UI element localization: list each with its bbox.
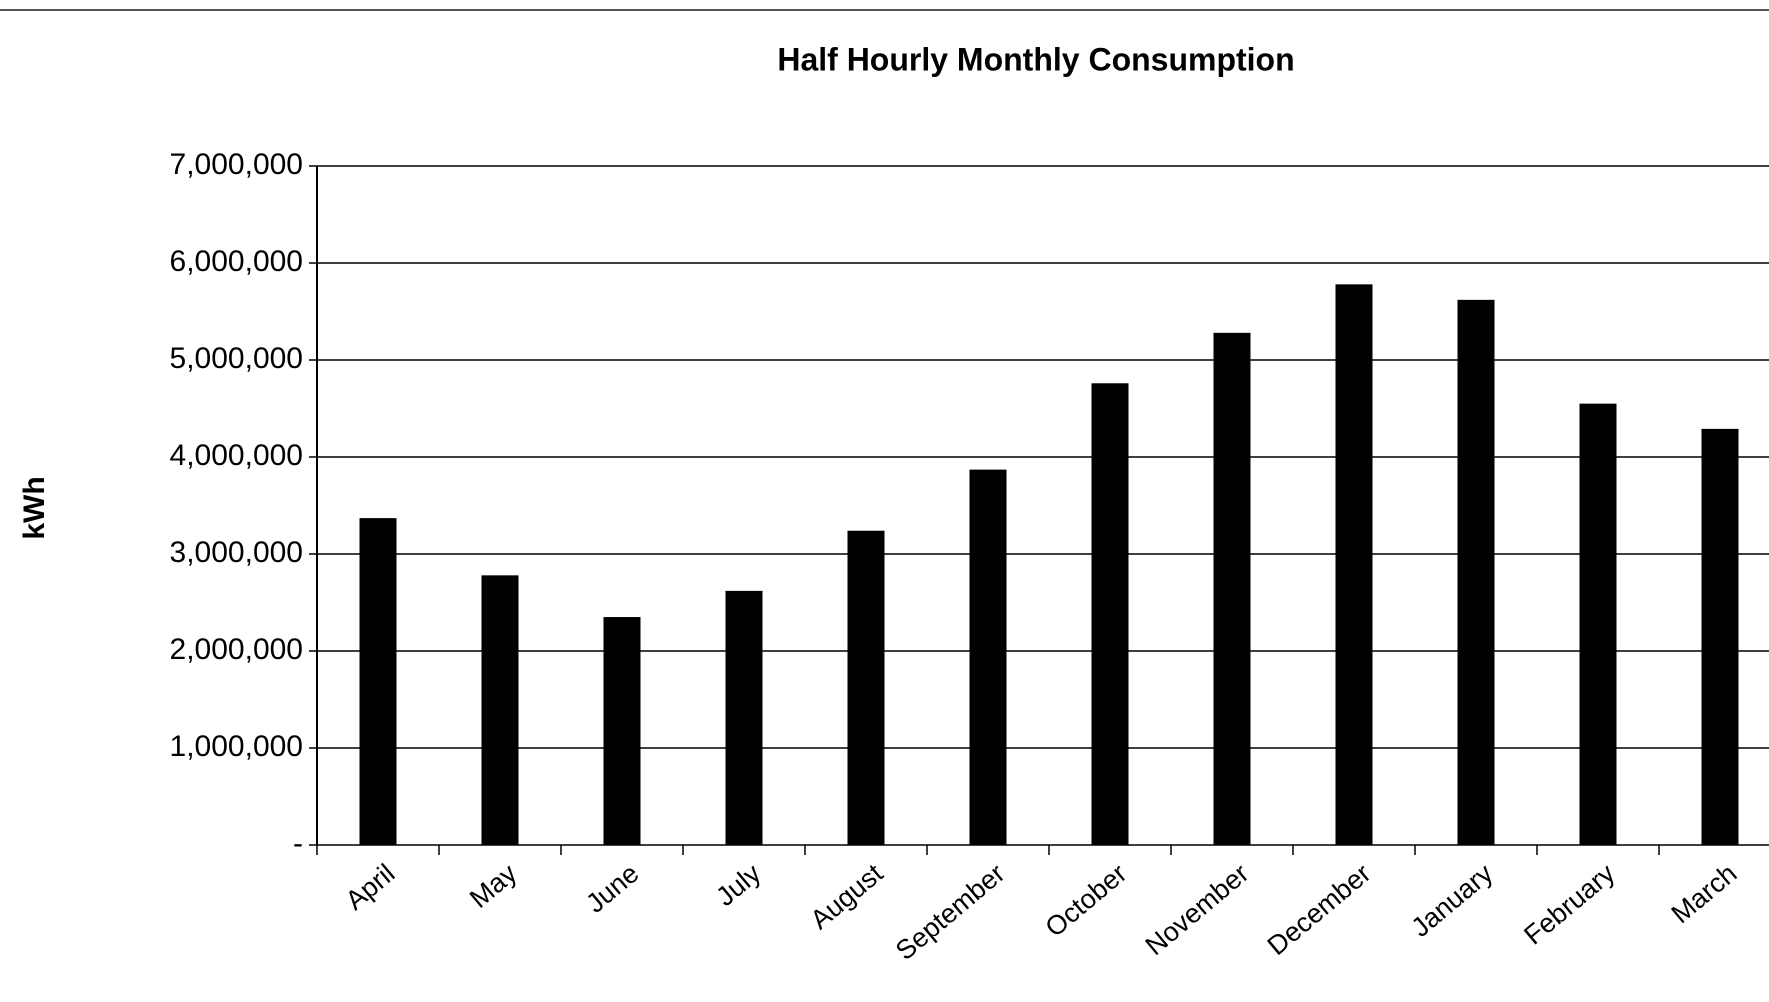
bar (1213, 332, 1251, 846)
y-tick-label: 7,000,000 (170, 148, 303, 181)
y-tick-label: 4,000,000 (170, 439, 303, 472)
x-tick-label: December (1262, 858, 1377, 961)
x-tick-label: July (710, 858, 766, 912)
x-tick-label: August (805, 858, 889, 935)
x-tick-label: April (340, 858, 401, 916)
x-tick-label: June (580, 858, 644, 919)
x-tick-label: November (1140, 858, 1255, 961)
bar (603, 617, 641, 845)
y-tick-label: 3,000,000 (170, 536, 303, 569)
y-tick-label: 6,000,000 (170, 245, 303, 278)
x-tick-label: May (464, 858, 523, 914)
x-tick-label: October (1040, 858, 1133, 943)
bar (1579, 403, 1617, 845)
bar (1335, 284, 1373, 846)
y-tick-label: 2,000,000 (170, 633, 303, 666)
bar (481, 575, 519, 845)
x-tick-label: January (1406, 858, 1499, 943)
bar (847, 530, 885, 845)
x-tick-label: March (1666, 858, 1743, 929)
y-axis-label: kWh (18, 476, 51, 539)
y-tick-label: 5,000,000 (170, 342, 303, 375)
bar (1457, 299, 1495, 845)
bar (969, 469, 1007, 845)
y-tick-label: 1,000,000 (170, 730, 303, 763)
bar (725, 590, 763, 845)
bar (1701, 428, 1739, 845)
y-tick-label: - (293, 827, 303, 860)
bar (1091, 383, 1129, 845)
x-tick-label: September (890, 858, 1010, 966)
bar (359, 518, 397, 845)
x-tick-label: February (1518, 858, 1620, 951)
chart-title: Half Hourly Monthly Consumption (777, 41, 1294, 77)
